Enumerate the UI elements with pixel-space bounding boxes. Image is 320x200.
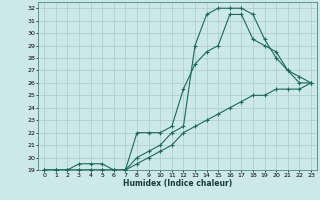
X-axis label: Humidex (Indice chaleur): Humidex (Indice chaleur) <box>123 179 232 188</box>
